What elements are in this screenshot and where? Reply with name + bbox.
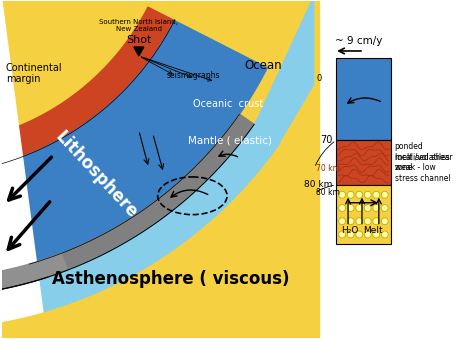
Text: ~ 9 cm/y: ~ 9 cm/y xyxy=(335,36,383,46)
Polygon shape xyxy=(336,58,391,140)
Text: 70: 70 xyxy=(320,135,332,145)
Text: 80 km: 80 km xyxy=(316,188,340,197)
Circle shape xyxy=(356,218,363,225)
Polygon shape xyxy=(34,124,280,312)
Polygon shape xyxy=(0,21,267,264)
Text: Mantle ( elastic): Mantle ( elastic) xyxy=(188,135,272,145)
Text: ponded
melt /volatiles: ponded melt /volatiles xyxy=(395,142,449,162)
Text: Melt: Melt xyxy=(363,226,383,235)
Polygon shape xyxy=(0,7,174,164)
Circle shape xyxy=(373,231,380,238)
Circle shape xyxy=(381,191,388,198)
Circle shape xyxy=(373,191,380,198)
Text: H₂O: H₂O xyxy=(341,226,358,235)
Circle shape xyxy=(347,231,354,238)
Text: 0: 0 xyxy=(316,74,321,83)
Circle shape xyxy=(364,231,371,238)
Polygon shape xyxy=(134,47,144,56)
Circle shape xyxy=(364,191,371,198)
Text: localised shear
zone: localised shear zone xyxy=(395,153,452,172)
Text: Asthenosphere ( viscous): Asthenosphere ( viscous) xyxy=(52,270,289,288)
Circle shape xyxy=(338,191,346,198)
Polygon shape xyxy=(336,185,391,244)
Circle shape xyxy=(364,204,371,212)
Circle shape xyxy=(381,231,388,238)
Text: seismographs: seismographs xyxy=(166,71,220,80)
Circle shape xyxy=(356,191,363,198)
Circle shape xyxy=(356,204,363,212)
Circle shape xyxy=(373,218,380,225)
Polygon shape xyxy=(0,254,68,293)
Circle shape xyxy=(381,218,388,225)
Circle shape xyxy=(373,204,380,212)
Text: 80 km: 80 km xyxy=(304,180,332,190)
Circle shape xyxy=(347,204,354,212)
Circle shape xyxy=(338,231,346,238)
Circle shape xyxy=(338,204,346,212)
Circle shape xyxy=(381,204,388,212)
Text: Shot: Shot xyxy=(126,35,152,45)
Text: Oceanic  crust: Oceanic crust xyxy=(193,99,263,108)
Text: Southern North Island,
New Zealand: Southern North Island, New Zealand xyxy=(100,19,178,32)
Text: 70 km: 70 km xyxy=(316,163,340,173)
Circle shape xyxy=(338,218,346,225)
Text: weak - low
stress channel: weak - low stress channel xyxy=(395,163,450,183)
Circle shape xyxy=(364,218,371,225)
Text: Continental
margin: Continental margin xyxy=(6,63,63,84)
Circle shape xyxy=(347,191,354,198)
Polygon shape xyxy=(254,0,314,143)
Text: Lithosphere: Lithosphere xyxy=(51,128,141,222)
Text: Ocean: Ocean xyxy=(244,59,282,72)
Polygon shape xyxy=(0,0,148,135)
Polygon shape xyxy=(0,1,43,329)
Circle shape xyxy=(356,231,363,238)
Circle shape xyxy=(347,218,354,225)
Polygon shape xyxy=(2,1,319,338)
Polygon shape xyxy=(29,114,254,281)
Polygon shape xyxy=(336,140,391,185)
